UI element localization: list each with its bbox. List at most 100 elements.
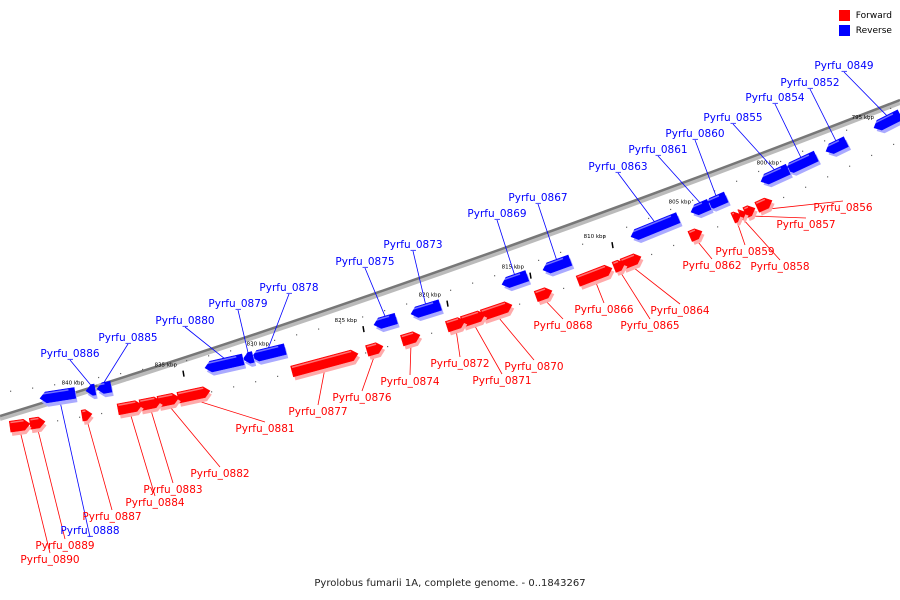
gene-pyrfu-0884[interactable] [116, 399, 145, 419]
gene-label[interactable]: Pyrfu_0856 [813, 202, 873, 214]
gene-pyrfu-0881[interactable] [176, 385, 213, 407]
gene-pyrfu-0872[interactable] [444, 315, 469, 336]
gene-label[interactable]: Pyrfu_0882 [190, 468, 249, 480]
gene-pyrfu-0859[interactable] [730, 209, 746, 227]
gene-label[interactable]: Pyrfu_0866 [574, 304, 634, 316]
gene-pyrfu-0889[interactable] [28, 416, 47, 434]
gene-label[interactable]: Pyrfu_0881 [235, 423, 294, 435]
gene-label[interactable]: Pyrfu_0889 [35, 540, 94, 552]
gene-arrow[interactable] [242, 351, 255, 365]
gene-pyrfu-0876[interactable] [365, 341, 386, 360]
gene-arrow[interactable] [39, 387, 77, 404]
gene-arrow[interactable] [824, 136, 849, 157]
gene-label[interactable]: Pyrfu_0878 [259, 282, 318, 294]
gene-arrow[interactable] [96, 380, 113, 394]
gene-pyrfu-0860[interactable] [704, 191, 731, 215]
gene-arrow[interactable] [575, 263, 614, 287]
gene-arrow[interactable] [500, 270, 530, 290]
gene-pyrfu-0874[interactable] [400, 330, 423, 350]
gene-arrow[interactable] [872, 109, 900, 133]
gene-label[interactable]: Pyrfu_0870 [504, 361, 563, 373]
gene-label[interactable]: Pyrfu_0864 [650, 305, 710, 317]
gene-arrow[interactable] [400, 330, 421, 347]
gene-label[interactable]: Pyrfu_0884 [125, 497, 185, 509]
gene-label[interactable]: Pyrfu_0860 [665, 128, 724, 140]
gene-label[interactable]: Pyrfu_0849 [814, 60, 873, 72]
gene-pyrfu-0885[interactable] [96, 380, 114, 398]
gene-pyrfu-0865[interactable] [611, 258, 629, 277]
gene-pyrfu-0887[interactable] [80, 408, 94, 425]
gene-arrow[interactable] [372, 312, 398, 330]
gene-arrow[interactable] [8, 418, 31, 433]
gene-arrow[interactable] [629, 212, 681, 242]
gene-arrow[interactable] [754, 196, 775, 213]
gene-arrow[interactable] [251, 343, 287, 363]
gene-arrow[interactable] [80, 409, 93, 422]
gene-label[interactable]: Pyrfu_0872 [430, 358, 489, 370]
gene-pyrfu-0866[interactable] [575, 263, 616, 290]
gene-label[interactable]: Pyrfu_0858 [750, 261, 809, 273]
gene-label[interactable]: Pyrfu_0854 [745, 92, 805, 104]
gene-label[interactable]: Pyrfu_0867 [508, 192, 567, 204]
gene-label[interactable]: Pyrfu_0875 [335, 256, 394, 268]
gene-pyrfu-0886[interactable] [85, 383, 98, 400]
gene-arrow[interactable] [687, 226, 704, 242]
gene-arrow[interactable] [409, 299, 442, 320]
gene-pyrfu-0888[interactable] [39, 387, 78, 407]
gene-label[interactable]: Pyrfu_0869 [467, 208, 526, 220]
gene-label[interactable]: Pyrfu_0861 [628, 144, 687, 156]
gene-pyrfu-0868[interactable] [533, 285, 556, 306]
gene-arrow[interactable] [730, 209, 743, 224]
gene-arrow[interactable] [444, 316, 466, 333]
gene-pyrfu-0863[interactable] [629, 212, 683, 245]
gene-pyrfu-0852[interactable] [824, 136, 852, 160]
gene-pyrfu-0867[interactable] [541, 254, 575, 279]
gene-arrow[interactable] [541, 254, 573, 275]
gene-pyrfu-0877[interactable] [290, 348, 362, 381]
gene-label[interactable]: Pyrfu_0859 [715, 246, 774, 258]
gene-label[interactable]: Pyrfu_0888 [60, 525, 119, 537]
gene-label[interactable]: Pyrfu_0876 [332, 392, 392, 404]
gene-label[interactable]: Pyrfu_0885 [98, 332, 157, 344]
gene-pyrfu-0875[interactable] [372, 312, 400, 334]
gene-arrow[interactable] [365, 341, 384, 357]
gene-label[interactable]: Pyrfu_0871 [472, 375, 531, 387]
gene-label[interactable]: Pyrfu_0880 [155, 315, 214, 327]
gene-label[interactable]: Pyrfu_0862 [682, 260, 741, 272]
gene-pyrfu-0880[interactable] [204, 353, 247, 377]
gene-label[interactable]: Pyrfu_0855 [703, 112, 762, 124]
gene-label[interactable]: Pyrfu_0886 [40, 348, 100, 360]
gene-label[interactable]: Pyrfu_0863 [588, 161, 647, 173]
gene-arrow[interactable] [611, 258, 627, 273]
gene-pyrfu-0883[interactable] [138, 396, 164, 415]
gene-pyrfu-0879[interactable] [242, 351, 257, 368]
gene-arrow[interactable] [290, 348, 360, 378]
gene-arrow[interactable] [204, 353, 245, 373]
gene-pyrfu-0855[interactable] [759, 163, 793, 190]
gene-pyrfu-0861[interactable] [689, 199, 714, 221]
gene-pyrfu-0869[interactable] [500, 270, 532, 293]
gene-arrow[interactable] [689, 199, 712, 217]
gene-arrow[interactable] [116, 399, 143, 416]
gene-pyrfu-0870[interactable] [479, 299, 516, 324]
gene-label[interactable]: Pyrfu_0852 [780, 77, 839, 89]
gene-label[interactable]: Pyrfu_0877 [288, 406, 347, 418]
gene-label[interactable]: Pyrfu_0873 [383, 239, 442, 251]
gene-arrow[interactable] [85, 383, 97, 396]
gene-pyrfu-0890[interactable] [8, 418, 32, 436]
gene-label[interactable]: Pyrfu_0874 [380, 376, 440, 388]
gene-pyrfu-0849[interactable] [872, 109, 900, 136]
gene-label[interactable]: Pyrfu_0883 [143, 484, 202, 496]
gene-pyrfu-0871[interactable] [459, 309, 489, 331]
gene-pyrfu-0873[interactable] [409, 299, 444, 323]
gene-pyrfu-0856[interactable] [754, 195, 777, 216]
gene-label[interactable]: Pyrfu_0857 [776, 219, 835, 231]
gene-arrow[interactable] [533, 286, 554, 303]
gene-label[interactable]: Pyrfu_0890 [20, 554, 79, 566]
gene-label[interactable]: Pyrfu_0879 [208, 298, 267, 310]
gene-arrow[interactable] [759, 163, 791, 186]
gene-pyrfu-0878[interactable] [251, 343, 289, 367]
gene-pyrfu-0862[interactable] [687, 226, 707, 245]
gene-label[interactable]: Pyrfu_0865 [620, 320, 679, 332]
gene-label[interactable]: Pyrfu_0868 [533, 320, 592, 332]
